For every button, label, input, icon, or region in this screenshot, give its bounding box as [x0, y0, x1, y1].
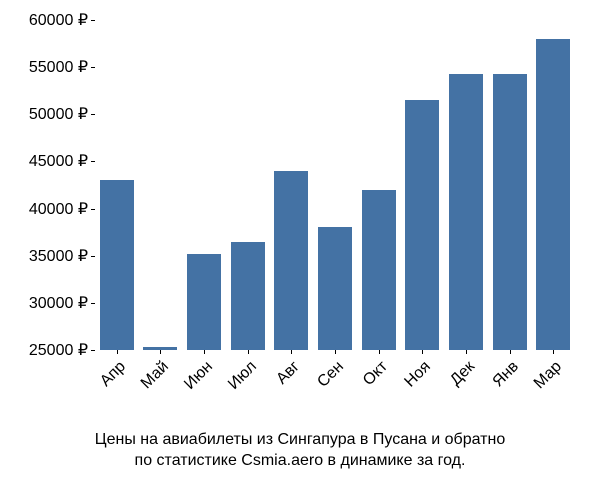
x-tick-mark — [117, 350, 118, 354]
x-tick-label: Июн — [162, 358, 217, 413]
y-tick-label: 45000 ₽ — [29, 151, 88, 171]
x-tick-mark — [248, 350, 249, 354]
y-tick-label: 50000 ₽ — [29, 104, 88, 124]
y-tick-mark — [91, 303, 95, 304]
y-tick-mark — [91, 114, 95, 115]
x-tick-mark — [160, 350, 161, 354]
bar — [405, 100, 439, 350]
x-tick-mark — [335, 350, 336, 354]
y-tick-mark — [91, 67, 95, 68]
bar — [362, 190, 396, 350]
chart-caption: Цены на авиабилеты из Сингапура в Пусана… — [0, 429, 600, 472]
x-tick-label: Май — [118, 358, 173, 413]
y-tick-mark — [91, 256, 95, 257]
bar — [318, 227, 352, 350]
bar — [187, 254, 221, 350]
y-tick-mark — [91, 209, 95, 210]
y-tick-label: 60000 ₽ — [29, 10, 88, 30]
caption-line-1: Цены на авиабилеты из Сингапура в Пусана… — [95, 431, 505, 448]
bar — [231, 242, 265, 350]
y-tick-mark — [91, 20, 95, 21]
plot-area — [95, 20, 575, 350]
x-tick-mark — [553, 350, 554, 354]
y-tick-label: 25000 ₽ — [29, 340, 88, 360]
x-tick-label: Сен — [293, 358, 348, 413]
x-tick-mark — [291, 350, 292, 354]
y-tick-label: 35000 ₽ — [29, 246, 88, 266]
bar — [100, 180, 134, 350]
bar — [536, 39, 570, 350]
caption-line-2: по статистике Csmia.aero в динамике за г… — [135, 452, 466, 469]
x-tick-label: Дек — [423, 358, 478, 413]
x-tick-mark — [466, 350, 467, 354]
bar — [274, 171, 308, 350]
x-tick-mark — [422, 350, 423, 354]
x-tick-mark — [379, 350, 380, 354]
y-tick-label: 40000 ₽ — [29, 199, 88, 219]
price-chart: Цены на авиабилеты из Сингапура в Пусана… — [0, 0, 600, 500]
y-tick-label: 55000 ₽ — [29, 57, 88, 77]
y-tick-label: 30000 ₽ — [29, 293, 88, 313]
y-tick-mark — [91, 161, 95, 162]
bar — [449, 74, 483, 350]
x-tick-mark — [510, 350, 511, 354]
bar — [493, 74, 527, 350]
x-tick-mark — [204, 350, 205, 354]
x-tick-label: Янв — [467, 358, 522, 413]
y-tick-mark — [91, 350, 95, 351]
